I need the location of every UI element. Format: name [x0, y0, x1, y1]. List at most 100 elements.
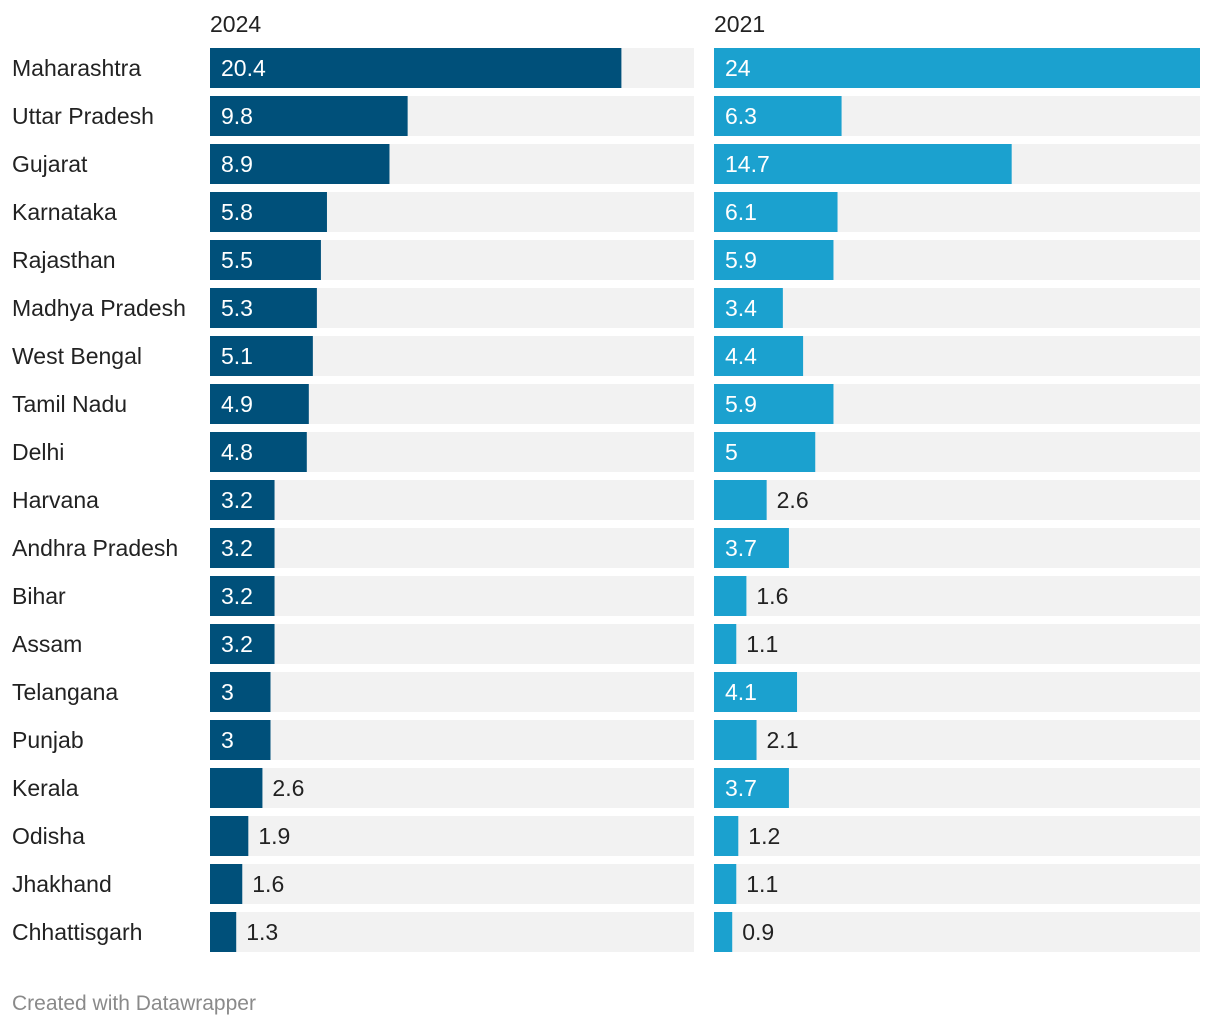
bar-track-2024-kerala: [210, 768, 694, 808]
series-header-2024: 2024: [210, 11, 261, 37]
bar-2024-punjab: [210, 720, 271, 760]
value-label-2021-gujarat: 14.7: [725, 151, 770, 177]
value-label-2024-west-bengal: 5.1: [221, 343, 253, 369]
bar-2021-jhakhand: [714, 864, 737, 904]
value-label-2024-punjab: 3: [221, 727, 234, 753]
bar-2021-chhattisgarh: [714, 912, 733, 952]
bar-track-2021-assam: [714, 624, 1200, 664]
bar-2024-telangana: [210, 672, 271, 712]
bar-track-2021-punjab: [714, 720, 1200, 760]
value-label-2021-uttar-pradesh: 6.3: [725, 103, 757, 129]
bar-2024-assam: [210, 624, 275, 664]
value-label-2024-delhi: 4.8: [221, 439, 253, 465]
bar-2024-gujarat: [210, 144, 390, 184]
bar-track-2024-telangana: [210, 672, 694, 712]
value-label-2021-tamil-nadu: 5.9: [725, 391, 757, 417]
category-label-madhya-pradesh: Madhya Pradesh: [12, 295, 186, 321]
bar-2021-odisha: [714, 816, 739, 856]
category-label-maharashtra: Maharashtra: [12, 55, 141, 81]
bar-track-2021-odisha: [714, 816, 1200, 856]
value-label-2024-uttar-pradesh: 9.8: [221, 103, 253, 129]
value-label-2024-gujarat: 8.9: [221, 151, 253, 177]
bar-2024-madhya-pradesh: [210, 288, 317, 328]
value-label-2024-odisha: 1.9: [258, 823, 290, 849]
bar-2021-andhra-pradesh: [714, 528, 789, 568]
category-label-bihar: Bihar: [12, 583, 66, 609]
bar-2021-gujarat: [714, 144, 1012, 184]
value-label-2021-madhya-pradesh: 3.4: [725, 295, 757, 321]
bar-2021-kerala: [714, 768, 789, 808]
value-label-2021-maharashtra: 24: [725, 55, 751, 81]
category-label-assam: Assam: [12, 631, 82, 657]
bar-track-2021-kerala: [714, 768, 1200, 808]
bar-2021-uttar-pradesh: [714, 96, 842, 136]
bar-2024-tamil-nadu: [210, 384, 309, 424]
value-label-2024-andhra-pradesh: 3.2: [221, 535, 253, 561]
bar-track-2024-harvana: [210, 480, 694, 520]
value-label-2021-odisha: 1.2: [748, 823, 780, 849]
value-label-2021-chhattisgarh: 0.9: [742, 919, 774, 945]
bar-track-2021-madhya-pradesh: [714, 288, 1200, 328]
value-label-2024-jhakhand: 1.6: [252, 871, 284, 897]
bar-2024-odisha: [210, 816, 249, 856]
value-label-2021-harvana: 2.6: [777, 487, 809, 513]
category-label-west-bengal: West Bengal: [12, 343, 142, 369]
credit-footer: Created with Datawrapper: [12, 992, 256, 1015]
bar-track-2024-andhra-pradesh: [210, 528, 694, 568]
value-label-2024-rajasthan: 5.5: [221, 247, 253, 273]
category-label-jhakhand: Jhakhand: [12, 871, 112, 897]
bar-2021-karnataka: [714, 192, 838, 232]
category-label-telangana: Telangana: [12, 679, 118, 705]
bar-chart: Maharashtra Uttar Pradesh Gujarat Karnataka…: [12, 11, 1200, 952]
value-label-2024-harvana: 3.2: [221, 487, 253, 513]
value-label-2024-chhattisgarh: 1.3: [246, 919, 278, 945]
value-label-2024-assam: 3.2: [221, 631, 253, 657]
category-label-uttar-pradesh: Uttar Pradesh: [12, 103, 154, 129]
value-label-2024-bihar: 3.2: [221, 583, 253, 609]
value-label-2021-karnataka: 6.1: [725, 199, 757, 225]
value-label-2021-west-bengal: 4.4: [725, 343, 757, 369]
bar-track-2024-assam: [210, 624, 694, 664]
value-label-2021-andhra-pradesh: 3.7: [725, 535, 757, 561]
bar-2024-chhattisgarh: [210, 912, 237, 952]
bar-track-2021-bihar: [714, 576, 1200, 616]
bar-2024-maharashtra: [210, 48, 622, 88]
value-label-2024-karnataka: 5.8: [221, 199, 253, 225]
category-label-chhattisgarh: Chhattisgarh: [12, 919, 142, 945]
value-label-2021-rajasthan: 5.9: [725, 247, 757, 273]
bar-track-2024-jhakhand: [210, 864, 694, 904]
category-label-tamil-nadu: Tamil Nadu: [12, 391, 127, 417]
bar-2024-kerala: [210, 768, 263, 808]
bar-2024-andhra-pradesh: [210, 528, 275, 568]
bar-track-2021-jhakhand: [714, 864, 1200, 904]
series-header-2021: 2021: [714, 11, 765, 37]
value-label-2021-assam: 1.1: [746, 631, 778, 657]
bar-2021-assam: [714, 624, 737, 664]
category-label-odisha: Odisha: [12, 823, 85, 849]
category-label-punjab: Punjab: [12, 727, 84, 753]
bar-2024-rajasthan: [210, 240, 321, 280]
value-label-2024-kerala: 2.6: [272, 775, 304, 801]
category-label-delhi: Delhi: [12, 439, 64, 465]
value-label-2021-delhi: 5: [725, 439, 738, 465]
bar-2024-delhi: [210, 432, 307, 472]
bar-2021-tamil-nadu: [714, 384, 834, 424]
category-label-karnataka: Karnataka: [12, 199, 117, 225]
category-label-gujarat: Gujarat: [12, 151, 88, 177]
bar-track-2024-bihar: [210, 576, 694, 616]
bar-2024-bihar: [210, 576, 275, 616]
value-label-2021-telangana: 4.1: [725, 679, 757, 705]
bar-2021-harvana: [714, 480, 767, 520]
bar-2024-harvana: [210, 480, 275, 520]
bar-2024-west-bengal: [210, 336, 313, 376]
value-label-2024-madhya-pradesh: 5.3: [221, 295, 253, 321]
category-label-kerala: Kerala: [12, 775, 79, 801]
bar-2021-punjab: [714, 720, 757, 760]
value-label-2024-telangana: 3: [221, 679, 234, 705]
bar-2021-maharashtra: [714, 48, 1200, 88]
bar-2021-rajasthan: [714, 240, 834, 280]
bar-2021-delhi: [714, 432, 816, 472]
bar-2024-karnataka: [210, 192, 327, 232]
value-label-2024-tamil-nadu: 4.9: [221, 391, 253, 417]
value-label-2021-jhakhand: 1.1: [746, 871, 778, 897]
